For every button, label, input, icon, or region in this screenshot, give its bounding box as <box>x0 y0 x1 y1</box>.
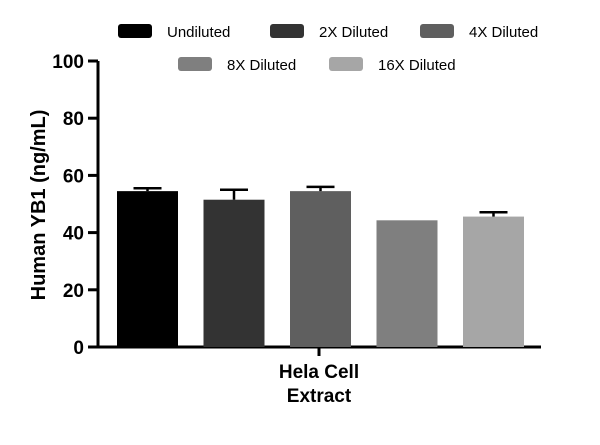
legend-label: 16X Diluted <box>378 57 456 74</box>
legend-swatch <box>270 24 304 38</box>
legend-label: Undiluted <box>167 24 230 41</box>
category-label-line: Extract <box>287 386 352 407</box>
category-label: Hela Cell Extract <box>279 362 359 407</box>
y-tick-label: 100 <box>52 52 84 73</box>
y-tick-label: 80 <box>63 109 84 130</box>
y-tick-label: 40 <box>63 224 84 245</box>
legend-label: 2X Diluted <box>319 24 388 41</box>
legend-swatch <box>118 24 152 38</box>
legend-swatch <box>178 57 212 71</box>
legend-swatch <box>329 57 363 71</box>
legend-label: 4X Diluted <box>469 24 538 41</box>
x-axis <box>97 345 541 356</box>
bar <box>203 199 265 347</box>
category-label-line: Hela Cell <box>279 362 359 383</box>
y-axis: 0 20 40 60 80 100 <box>52 52 100 359</box>
bar <box>290 191 351 347</box>
y-tick-label: 0 <box>73 338 84 359</box>
y-tick-label: 60 <box>63 166 84 187</box>
legend-swatch <box>420 24 454 38</box>
bar <box>376 220 438 347</box>
legend-label: 8X Diluted <box>227 57 296 74</box>
bar <box>463 216 524 347</box>
bars <box>117 185 524 347</box>
y-tick-label: 20 <box>63 281 84 302</box>
bar <box>117 191 178 347</box>
y-axis-title: Human YB1 (ng/mL) <box>28 110 50 301</box>
legend: Undiluted 2X Diluted 4X Diluted 8X Diluted 1… <box>118 24 538 74</box>
